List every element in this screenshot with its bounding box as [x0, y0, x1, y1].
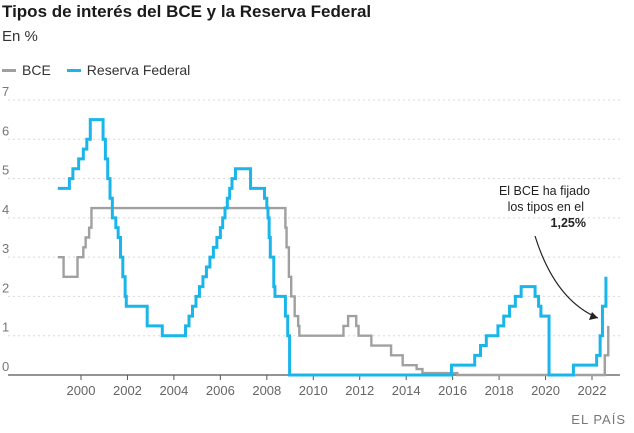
x-tick-label: 2020 [531, 383, 560, 398]
x-tick-label: 2000 [67, 383, 96, 398]
y-tick-label: 5 [2, 163, 9, 178]
x-axis-ticks: 2000 2002 2004 2006 2008 2010 2012 2014 2016 2018… [67, 375, 607, 398]
x-tick-label: 2018 [485, 383, 514, 398]
x-tick-label: 2012 [345, 383, 374, 398]
legend-swatch-fed [66, 68, 81, 72]
legend: BCE Reserva Federal [2, 62, 206, 78]
y-tick-label: 6 [2, 123, 9, 138]
x-tick-label: 2006 [206, 383, 235, 398]
chart-subtitle: En % [2, 28, 38, 45]
x-tick-label: 2002 [113, 383, 142, 398]
legend-item-fed: Reserva Federal [66, 62, 191, 78]
series-lines [57, 118, 610, 377]
annotation-arrowhead [589, 312, 598, 320]
legend-label-fed: Reserva Federal [86, 62, 191, 78]
y-axis-ticks: 0 1 2 3 4 5 6 7 [2, 84, 9, 374]
y-tick-label: 4 [2, 202, 9, 217]
x-tick-label: 2014 [392, 383, 421, 398]
chart-title: Tipos de interés del BCE y la Reserva Fe… [2, 2, 372, 21]
legend-label-bce: BCE [22, 62, 51, 78]
annotation-line-2: los tipos en el [508, 200, 584, 214]
y-tick-label: 7 [2, 84, 9, 99]
legend-item-bce: BCE [2, 62, 51, 78]
x-tick-label: 2016 [438, 383, 467, 398]
annotation-line-1: El BCE ha fijado [499, 184, 590, 198]
y-tick-label: 1 [2, 320, 9, 335]
source-credit: EL PAÍS [571, 412, 626, 427]
y-tick-label: 3 [2, 241, 9, 256]
annotation: El BCE ha fijado los tipos en el 1,25% [499, 184, 599, 320]
y-tick-label: 2 [2, 280, 9, 295]
x-tick-label: 2022 [578, 383, 607, 398]
legend-swatch-bce [2, 68, 16, 72]
series-line-fed [57, 118, 608, 377]
y-tick-label: 0 [2, 359, 9, 374]
x-tick-label: 2008 [252, 383, 281, 398]
grid [8, 99, 620, 376]
annotation-arrow [534, 235, 599, 319]
series-line-bce [57, 206, 610, 377]
x-tick-label: 2004 [159, 383, 188, 398]
annotation-value: 1,25% [551, 216, 586, 230]
x-tick-label: 2010 [299, 383, 328, 398]
